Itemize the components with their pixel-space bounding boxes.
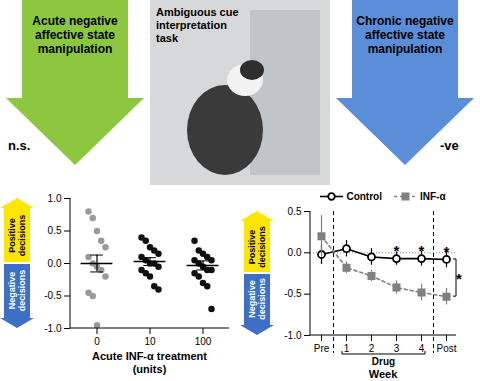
html-text:n.s.: n.s.	[8, 138, 31, 153]
svg-text:2: 2	[369, 343, 375, 354]
html-text:Acute negative affective state: Acute negative affective state manipulat…	[32, 14, 118, 56]
html-text:Ambiguous cue interpretation t: Ambiguous cue interpretation task	[156, 6, 239, 44]
svg-text:0.5: 0.5	[288, 206, 302, 217]
svg-text:Positivedecisions: Positivedecisions	[7, 215, 27, 257]
svg-text:0.0: 0.0	[48, 258, 62, 269]
svg-text:-0.5: -0.5	[44, 290, 62, 301]
html-text:Control: Control	[346, 191, 382, 202]
svg-text:-1.0: -1.0	[44, 323, 62, 334]
svg-text:*: *	[444, 243, 450, 260]
svg-text:1.0: 1.0	[48, 193, 62, 204]
svg-text:*: *	[419, 242, 425, 259]
svg-text:100: 100	[195, 336, 212, 347]
svg-text:Pre: Pre	[314, 343, 330, 354]
svg-text:0.0: 0.0	[288, 247, 302, 258]
html-text:Acute INF-α treatment (units): Acute INF-α treatment (units)	[92, 350, 207, 375]
svg-text:-1.0: -1.0	[284, 330, 302, 341]
svg-text:3: 3	[394, 343, 400, 354]
svg-text:*: *	[456, 270, 462, 287]
svg-text:0.5: 0.5	[48, 225, 62, 236]
html-text:-ve: -ve	[440, 138, 459, 153]
svg-text:Negativedecisions: Negativedecisions	[7, 270, 27, 312]
svg-text:Week: Week	[369, 368, 398, 380]
svg-text:0: 0	[94, 336, 100, 347]
svg-text:1: 1	[344, 343, 350, 354]
svg-text:Post: Post	[436, 343, 456, 354]
svg-text:-0.5: -0.5	[284, 288, 302, 299]
svg-text:*: *	[394, 242, 400, 259]
html-text:Chronic negative affective sta: Chronic negative affective state manipul…	[356, 14, 454, 56]
html-text:INF-α: INF-α	[420, 191, 446, 202]
svg-text:Negativedecisions: Negativedecisions	[247, 278, 267, 320]
svg-text:4: 4	[419, 343, 425, 354]
svg-text:10: 10	[144, 336, 156, 347]
svg-text:Positivedecisions: Positivedecisions	[247, 226, 267, 268]
svg-text:Drug: Drug	[372, 356, 395, 367]
